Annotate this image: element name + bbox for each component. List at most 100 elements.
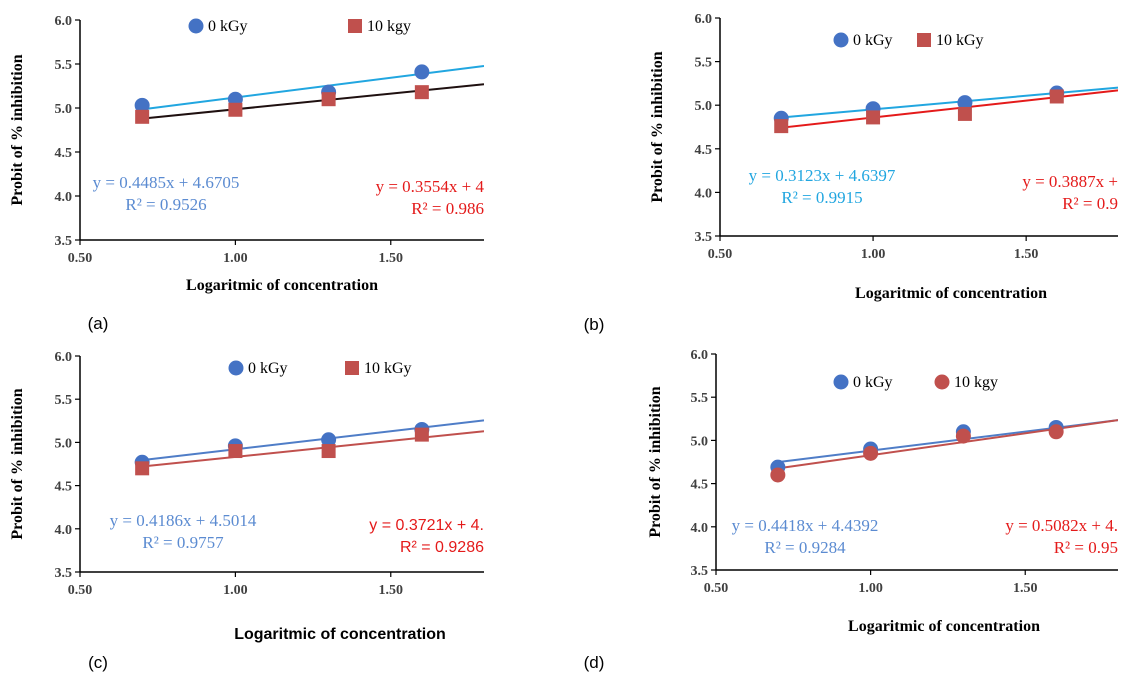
trendlines	[142, 64, 484, 120]
trend-equation: y = 0.4418x + 4.4392	[732, 516, 879, 535]
r-squared-label: R² = 0.9757	[142, 533, 224, 552]
data-point	[774, 119, 789, 134]
data-point	[228, 102, 243, 117]
data-point	[1048, 424, 1064, 440]
x-tick-label: 1.00	[223, 251, 248, 266]
chart-panel-1: 3.5 4.0 4.5 5.0 5.5 6.0 0.50 1.00 1.50Logaritmic…	[9, 14, 484, 333]
r-squared-label: R² = 0.95	[1054, 538, 1118, 557]
panel-label: (c)	[88, 653, 108, 672]
x-axis-title: Logaritmic of concentration	[848, 618, 1040, 635]
data-point	[135, 109, 150, 124]
data-point	[135, 461, 150, 476]
data-point	[228, 444, 243, 459]
y-axis-title: Probit of % inhibition	[649, 51, 666, 202]
data-point	[770, 467, 786, 483]
trend-equation: y = 0.4485x + 4.6705	[93, 173, 240, 192]
trendline	[142, 64, 484, 111]
y-tick-label: 6.0	[695, 12, 713, 27]
trend-equation: y = 0.4186x + 4.5014	[110, 511, 257, 530]
data-point	[414, 427, 429, 442]
x-tick-label: 0.50	[704, 581, 729, 596]
data-point	[414, 64, 430, 80]
y-tick-label: 6.0	[691, 348, 709, 363]
data-point	[414, 85, 429, 100]
x-tick-label: 1.50	[379, 583, 404, 598]
legend-label: 10 kGy	[936, 32, 984, 49]
chart-panel-2: 3.5 4.0 4.5 5.0 5.5 6.0 0.50 1.00 1.50 Logaritmic…	[584, 12, 1118, 334]
y-tick-label: 3.5	[55, 234, 73, 249]
trend-equation: y = 0.3123x + 4.6397	[749, 166, 896, 185]
y-tick-label: 3.5	[691, 564, 709, 579]
data-point	[1049, 89, 1064, 104]
y-tick-label: 3.5	[55, 566, 73, 581]
y-tick-label: 6.0	[55, 14, 73, 29]
trendline	[142, 83, 484, 120]
y-tick-label: 4.5	[55, 146, 73, 161]
data-point	[957, 95, 973, 111]
y-axis-title: Probit of % inhibition	[647, 386, 664, 537]
legend-marker	[833, 32, 849, 48]
y-tick-label: 5.0	[55, 436, 73, 451]
legend-label: 10 kgy	[954, 374, 998, 391]
legend-label: 0 kGy	[248, 360, 288, 377]
trendline	[777, 419, 1118, 470]
x-axis-title: Logaritmic of concentration	[186, 277, 378, 294]
data-point	[866, 110, 881, 125]
legend-label: 0 kGy	[853, 374, 893, 391]
panel-label: (a)	[88, 314, 109, 333]
r-squared-label: R² = 0.9286	[400, 539, 484, 556]
legend-label: 10 kGy	[364, 360, 412, 377]
y-tick-label: 4.5	[691, 478, 709, 493]
y-tick-label: 4.5	[695, 143, 713, 158]
y-axis-title: Probit of % inhibition	[9, 388, 26, 539]
panel-label: (b)	[584, 315, 605, 334]
r-squared-label: R² = 0.9	[1062, 194, 1118, 213]
trendline	[781, 86, 1118, 119]
x-tick-label: 0.50	[708, 247, 733, 262]
data-point	[863, 445, 879, 461]
y-tick-label: 5.0	[691, 434, 709, 449]
y-tick-label: 4.0	[55, 190, 73, 205]
y-tick-label: 4.0	[695, 186, 713, 201]
legend-label: 10 kgy	[367, 18, 411, 35]
chart-panel-4: 3.5 4.0 4.5 5.0 5.5 6.0 0.50 1.00 1.50 Logaritmic…	[584, 348, 1118, 672]
data-point	[321, 92, 336, 107]
trendlines	[142, 419, 484, 468]
legend-marker	[345, 361, 359, 375]
x-tick-label: 0.50	[68, 251, 93, 266]
legend-marker	[934, 374, 950, 390]
y-tick-label: 5.5	[55, 58, 73, 73]
legend-marker	[917, 33, 931, 47]
y-tick-label: 4.5	[55, 480, 73, 495]
trendlines	[777, 419, 1118, 470]
r-squared-label: R² = 0.986	[411, 199, 484, 218]
data-point	[321, 444, 336, 459]
y-tick-label: 4.0	[691, 521, 709, 536]
legend-marker	[833, 374, 849, 390]
trend-equation: y = 0.3887x +	[1022, 172, 1118, 191]
r-squared-label: R² = 0.9526	[125, 195, 206, 214]
data-point	[955, 428, 971, 444]
x-axis-title: Logaritmic of concentration	[234, 626, 446, 643]
x-tick-label: 1.00	[861, 247, 886, 262]
data-point	[321, 432, 337, 448]
y-tick-label: 5.5	[55, 393, 73, 408]
r-squared-label: R² = 0.9915	[781, 188, 862, 207]
trend-equation: y = 0.5082x + 4.	[1005, 516, 1118, 535]
y-tick-label: 5.0	[695, 99, 713, 114]
legend-marker	[348, 19, 362, 33]
trendline	[142, 419, 484, 462]
y-axis-title: Probit of % inhibition	[9, 54, 26, 205]
data-point	[957, 106, 972, 121]
legend-marker	[228, 360, 244, 376]
x-tick-label: 1.00	[223, 583, 248, 598]
trend-equation: y = 0.3554x + 4	[376, 177, 485, 196]
y-tick-label: 6.0	[55, 350, 73, 365]
y-tick-label: 3.5	[695, 230, 713, 245]
r-squared-label: R² = 0.9284	[764, 538, 846, 557]
y-tick-label: 5.5	[695, 56, 713, 71]
chart-panel-3: 3.5 4.0 4.5 5.0 5.5 6.0 0.50 1.00 1.50 Logaritmic…	[9, 350, 484, 672]
panel-label: (d)	[584, 653, 605, 672]
legend-label: 0 kGy	[853, 32, 893, 49]
